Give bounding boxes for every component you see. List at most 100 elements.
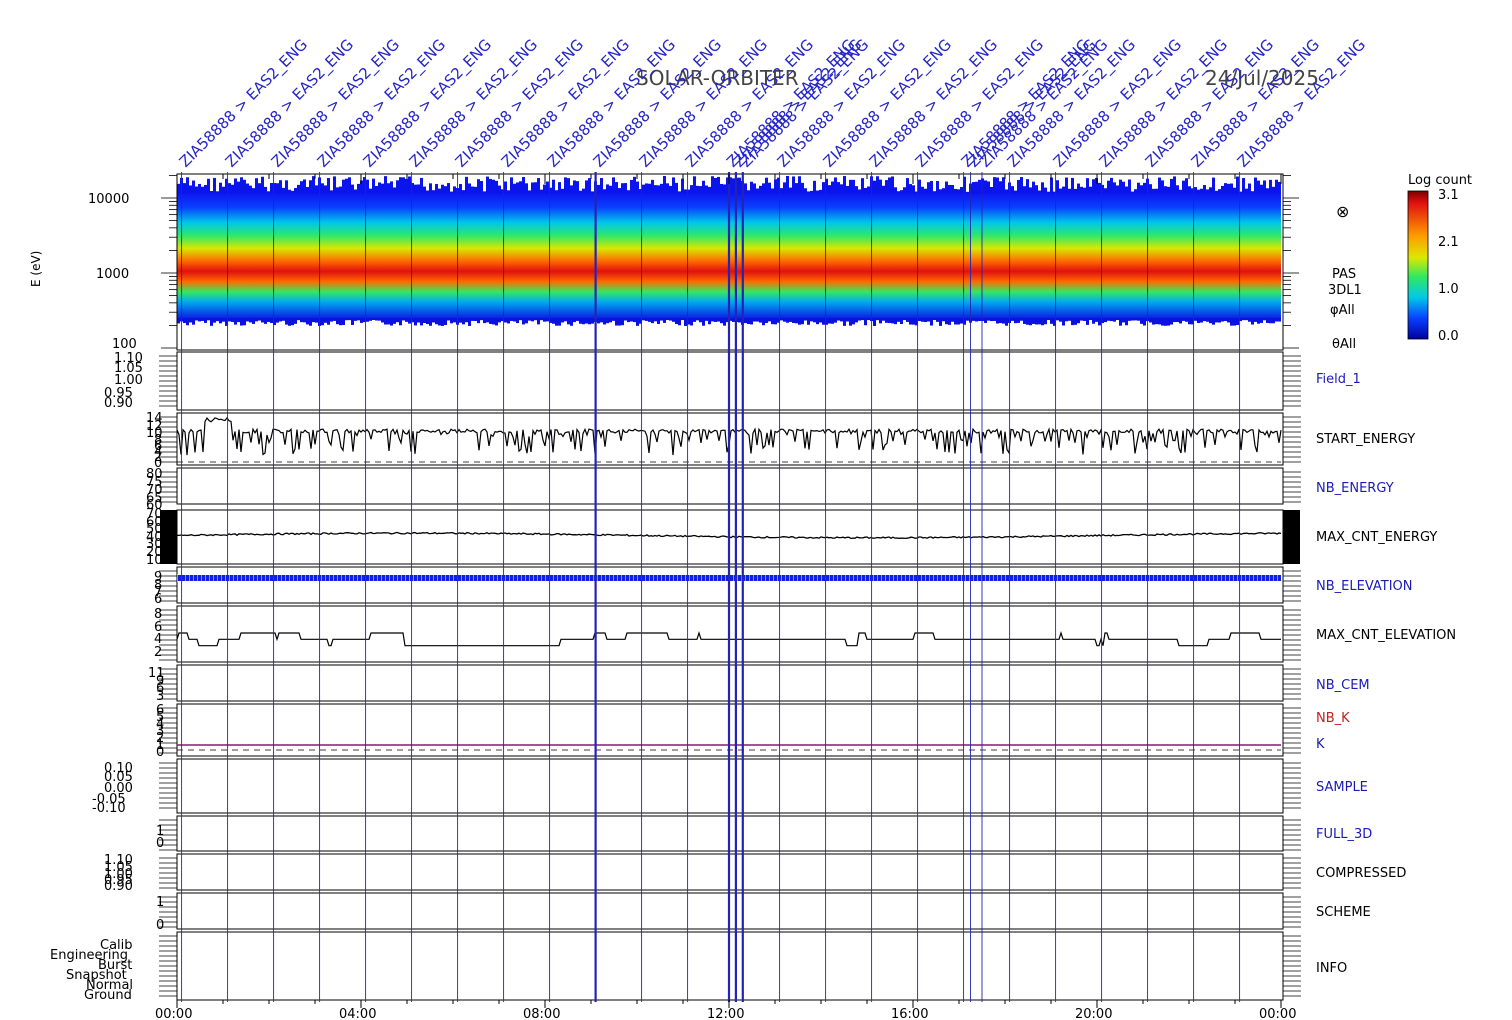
nb-elevation-mark (609, 574, 610, 582)
speckle-top (1275, 179, 1278, 194)
speckle-bottom (327, 318, 330, 325)
speckle-top (657, 185, 660, 194)
speckle-top (1224, 183, 1227, 194)
nb-elevation-mark (977, 574, 978, 582)
nb-elevation-mark (545, 574, 546, 582)
speckle-top (345, 178, 348, 194)
speckle-top (525, 183, 528, 194)
speckle-bottom (207, 318, 210, 321)
nb-elevation-mark (797, 574, 798, 582)
panel-label-sample: SAMPLE (1316, 780, 1368, 795)
tick-start-energy-b: 12 (146, 419, 163, 434)
speckle-bottom (252, 318, 255, 324)
nb-elevation-mark (401, 574, 402, 582)
nb-elevation-mark (1057, 574, 1058, 582)
speckle-bottom (297, 318, 300, 321)
energy-tick-marks (161, 175, 1299, 349)
speckle-bottom (819, 318, 822, 323)
nb-elevation-mark (801, 574, 802, 582)
speckle-bottom (654, 318, 657, 322)
speckle-bottom (453, 318, 456, 323)
colorbar: Log count 3.1 2.1 1.0 0.0 (1407, 173, 1472, 344)
nb-elevation-mark (1125, 574, 1126, 582)
panel-label-nb-cem: NB_CEM (1316, 678, 1370, 693)
speckle-bottom (483, 318, 486, 324)
nb-elevation-mark (1253, 574, 1254, 582)
speckle-top (231, 184, 234, 194)
speckle-bottom (1101, 318, 1104, 324)
nb-elevation-mark (413, 574, 414, 582)
speckle-bottom (465, 318, 468, 323)
speckle-bottom (1173, 318, 1176, 323)
speckle-top (498, 185, 501, 194)
nb-elevation-mark (901, 574, 902, 582)
speckle-top (816, 190, 819, 194)
speckle-bottom (429, 318, 432, 326)
speckle-top (1278, 181, 1281, 194)
speckle-bottom (573, 318, 576, 323)
nb-elevation-mark (341, 574, 342, 582)
speckle-top (357, 183, 360, 194)
speckle-bottom (561, 318, 564, 323)
time-label-1600: 16:00 (891, 1007, 928, 1020)
speckle-top (564, 177, 567, 194)
speckle-bottom (390, 318, 393, 326)
speckle-bottom (198, 318, 201, 322)
speckle-top (273, 183, 276, 194)
speckle-bottom (1089, 318, 1092, 321)
nb-elevation-mark (1189, 574, 1190, 582)
speckle-top (588, 178, 591, 194)
speckle-bottom (1050, 318, 1053, 324)
tick-nb-k-a: 6 (156, 703, 164, 718)
panel-max-cnt-elevation: MAX_CNT_ELEVATION 8 6 4 2 (154, 605, 1456, 663)
speckle-top (1014, 190, 1017, 194)
speckle-top (396, 180, 399, 194)
nb-elevation-mark (817, 574, 818, 582)
speckle-bottom (528, 318, 531, 321)
speckle-top (312, 176, 315, 194)
nb-elevation-mark (209, 574, 210, 582)
nb-elevation-mark (1025, 574, 1026, 582)
nb-elevation-mark (577, 574, 578, 582)
speckle-bottom (795, 318, 798, 324)
speckle-bottom (1023, 318, 1026, 324)
speckle-bottom (579, 318, 582, 324)
speckle-bottom (849, 318, 852, 326)
speckle-top (960, 186, 963, 194)
nb-elevation-mark (1137, 574, 1138, 582)
speckle-top (285, 180, 288, 194)
speckle-top (354, 189, 357, 194)
nb-elevation-mark (1217, 574, 1218, 582)
speckle-bottom (1074, 318, 1077, 325)
speckle-bottom (627, 318, 630, 323)
speckle-bottom (1269, 318, 1272, 324)
nb-elevation-mark (965, 574, 966, 582)
speckle-top (582, 188, 585, 194)
speckle-top (729, 177, 732, 194)
speckle-top (309, 180, 312, 194)
speckle-top (249, 185, 252, 194)
energy-axis-label: E (eV) (29, 251, 43, 287)
speckle-top (480, 181, 483, 194)
speckle-bottom (1215, 318, 1218, 323)
speckle-bottom (1263, 318, 1266, 321)
nb-elevation-mark (1185, 574, 1186, 582)
nb-elevation-mark (881, 574, 882, 582)
nb-elevation-mark (281, 574, 282, 582)
speckle-top (645, 183, 648, 194)
nb-elevation-mark (233, 574, 234, 582)
panel-label-nb-elevation: NB_ELEVATION (1316, 579, 1413, 594)
speckle-top (1104, 188, 1107, 194)
panel-max-cnt-energy: MAX_CNT_ENERGY 70 60 50 40 30 20 10 (146, 507, 1437, 568)
speckle-bottom (555, 318, 558, 326)
speckle-bottom (915, 318, 918, 326)
speckle-bottom (804, 318, 807, 321)
speckle-top (942, 188, 945, 194)
speckle-top (1020, 177, 1023, 194)
speckle-top (522, 176, 525, 194)
nb-elevation-mark (777, 574, 778, 582)
speckle-top (642, 184, 645, 194)
nb-elevation-mark (405, 574, 406, 582)
panel-nb-cem: NB_CEM 11 9 6 3 (148, 664, 1370, 704)
panel-label-k: K (1316, 737, 1325, 752)
